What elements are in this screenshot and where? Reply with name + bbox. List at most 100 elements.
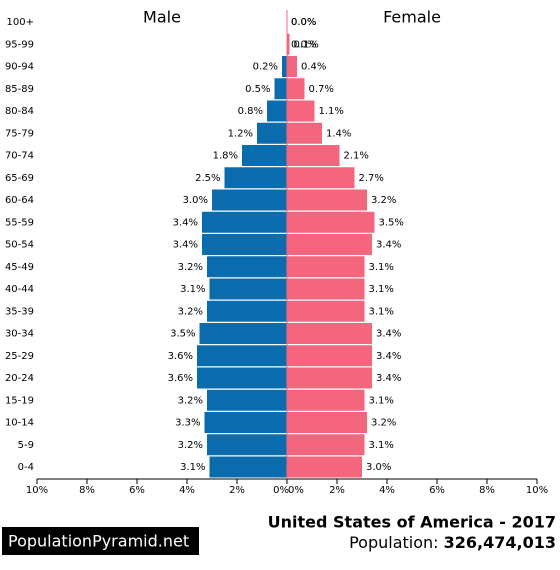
population-line: Population: 326,474,013 [349,533,556,552]
value-label: 1.4% [326,128,351,139]
bar [287,434,365,456]
value-label: 3.6% [168,351,193,362]
value-label: 3.6% [168,373,193,384]
bar [287,234,372,255]
x-tick-label: 10% [526,485,548,496]
value-label: 1.8% [213,151,238,162]
value-label: 0.8% [238,106,263,117]
bar [202,211,287,233]
brand-box [2,527,199,555]
y-tick-label: 5-9 [18,440,34,451]
value-label: 0.0% [291,17,316,28]
y-tick-label: 50-54 [5,240,34,251]
y-tick-label: 60-64 [5,195,34,206]
population-value: 326,474,013 [444,533,556,552]
bar [282,56,287,77]
bar [197,345,287,367]
y-tick-label: 90-94 [5,62,34,73]
y-tick-label: 10-14 [5,418,34,429]
bar [287,367,372,389]
value-label: 3.0% [183,195,208,206]
value-label: 0.5% [245,84,270,95]
y-tick-label: 15-19 [5,395,34,406]
bar [257,122,287,144]
bar [207,256,287,278]
y-tick-label: 85-89 [5,84,34,95]
value-label: 3.3% [175,418,200,429]
x-tick-label: 2% [229,485,245,496]
value-label: 3.4% [376,351,401,362]
value-label: 3.1% [180,462,205,473]
bar [287,122,322,144]
y-tick-label: 100+ [7,17,34,28]
y-tick-label: 70-74 [5,151,34,162]
value-label: 0.7% [309,84,334,95]
y-tick-label: 80-84 [5,106,34,117]
value-label: 0.4% [301,62,326,73]
y-tick-label: 25-29 [5,351,34,362]
y-tick-label: 55-59 [5,217,34,228]
bar [287,167,355,189]
y-tick-label: 65-69 [5,173,34,184]
bar [287,211,375,233]
bar [274,78,287,100]
value-label: 1.1% [319,106,344,117]
x-tick-label: 0% [288,485,304,496]
bar [209,456,287,478]
bar [207,434,287,456]
value-label: 3.4% [173,240,198,251]
y-tick-label: 95-99 [5,39,34,50]
bar [287,189,367,211]
value-label: 3.1% [369,262,394,273]
legend-female: Female [383,8,441,27]
x-tick-label: 6% [129,485,145,496]
bar [287,56,297,77]
brand: PopulationPyramid.net [8,532,189,551]
value-label: 2.5% [195,173,220,184]
x-tick-label: 8% [479,485,495,496]
value-label: 3.1% [369,395,394,406]
value-label: 0.2% [253,62,278,73]
value-label: 3.2% [371,195,396,206]
value-label: 0.0% [291,17,316,28]
chart-title: United States of America - 2017 [268,513,556,532]
bar [202,234,287,255]
bar [287,100,315,122]
bar [287,256,365,278]
bar [287,278,365,300]
value-label: 3.2% [178,262,203,273]
value-label: 3.1% [369,306,394,317]
y-tick-label: 20-24 [5,373,34,384]
x-tick-label: 10% [26,485,48,496]
population-label: Population: [349,533,438,552]
value-label: 3.1% [369,284,394,295]
value-label: 0.0% [291,39,316,50]
value-label: 3.4% [173,217,198,228]
x-tick-label: 0% [273,485,289,496]
value-label: 3.1% [180,284,205,295]
x-tick-label: 6% [429,485,445,496]
value-label: 0.1% [294,39,319,50]
x-tick-label: 4% [379,485,395,496]
bar [212,189,287,211]
bar [242,145,287,166]
value-label: 3.4% [376,373,401,384]
value-label: 1.2% [228,128,253,139]
y-tick-label: 30-34 [5,329,34,340]
bar [197,367,287,389]
bar [287,145,340,166]
bar [287,323,372,344]
y-tick-label: 35-39 [5,306,34,317]
value-label: 3.4% [376,240,401,251]
value-label: 2.7% [359,173,384,184]
y-tick-label: 0-4 [18,462,34,473]
bar [204,412,287,433]
bar [267,100,287,122]
value-label: 3.2% [178,395,203,406]
value-label: 3.0% [366,462,391,473]
bar [224,167,287,189]
bar [207,389,287,411]
x-tick-label: 2% [329,485,345,496]
bar [287,300,365,322]
